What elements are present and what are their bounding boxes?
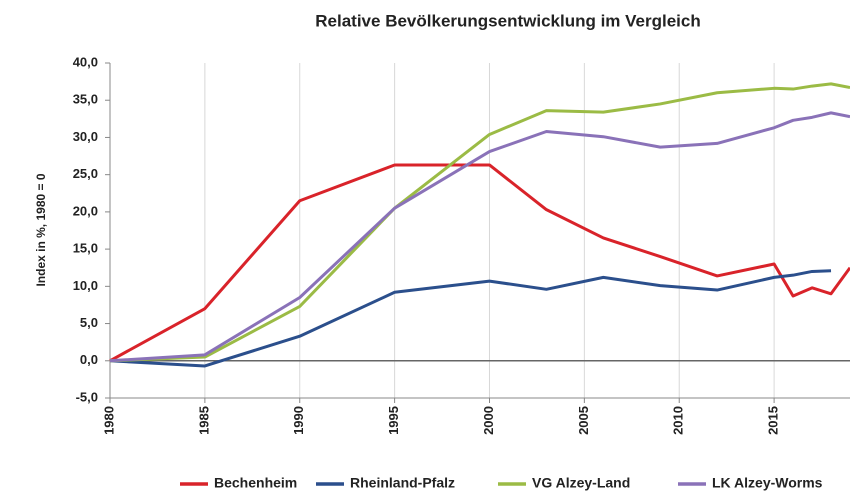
y-tick-label: 15,0 bbox=[73, 241, 98, 256]
y-tick-label: 20,0 bbox=[73, 203, 98, 218]
y-tick-label: 30,0 bbox=[73, 129, 98, 144]
y-tick-label: 25,0 bbox=[73, 166, 98, 181]
y-tick-label: 10,0 bbox=[73, 278, 98, 293]
series-line bbox=[109, 163, 850, 363]
x-tick-label: 2000 bbox=[481, 406, 496, 435]
y-axis-label: Index in %, 1980 = 0 bbox=[34, 173, 48, 286]
x-tick-label: 1980 bbox=[101, 406, 116, 435]
chart-title: Relative Bevölkerungsentwicklung im Verg… bbox=[315, 11, 700, 30]
series-line bbox=[109, 82, 850, 363]
x-tick-label: 1995 bbox=[386, 406, 401, 435]
series-line bbox=[109, 111, 850, 363]
y-tick-label: 40,0 bbox=[73, 54, 98, 69]
x-tick-label: 1985 bbox=[196, 406, 211, 435]
legend-label: Bechenheim bbox=[214, 475, 297, 491]
x-tick-label: 1990 bbox=[291, 406, 306, 435]
legend-label: Rheinland-Pfalz bbox=[350, 475, 455, 491]
x-tick-label: 2010 bbox=[671, 406, 686, 435]
y-tick-label: 5,0 bbox=[80, 315, 98, 330]
legend-label: LK Alzey-Worms bbox=[712, 475, 823, 491]
x-tick-label: 2015 bbox=[766, 406, 781, 435]
legend-label: VG Alzey-Land bbox=[532, 475, 630, 491]
series-line bbox=[109, 269, 832, 368]
y-tick-label: 0,0 bbox=[80, 352, 98, 367]
x-tick-label: 2005 bbox=[576, 406, 591, 435]
y-tick-label: -5,0 bbox=[76, 389, 98, 404]
y-tick-label: 35,0 bbox=[73, 92, 98, 107]
